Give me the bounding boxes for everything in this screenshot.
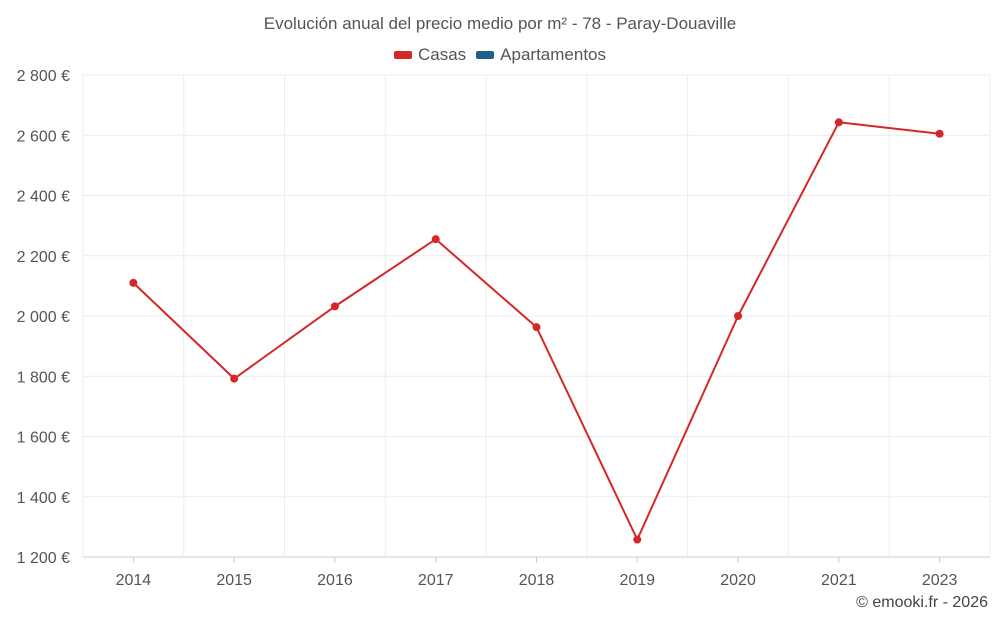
data-point <box>834 118 843 127</box>
data-point <box>734 312 743 320</box>
data-point <box>935 129 944 138</box>
legend: Casas Apartamentos <box>0 45 1000 65</box>
data-point <box>431 235 440 244</box>
x-tick-label: 2018 <box>519 572 555 589</box>
x-tick-label: 2015 <box>216 572 252 589</box>
legend-swatch-casas <box>393 51 412 59</box>
y-tick-label: 2 200 € <box>17 249 70 266</box>
legend-label-apartamentos: Apartamentos <box>500 45 607 64</box>
legend-item-casas[interactable]: Casas <box>393 45 467 65</box>
x-tick-label: 2016 <box>317 572 353 589</box>
legend-label-casas: Casas <box>417 45 467 64</box>
y-tick-label: 1 800 € <box>17 369 70 386</box>
x-tick-label: 2014 <box>116 572 152 589</box>
x-tick-label: 2021 <box>821 572 857 589</box>
legend-swatch-apartamentos <box>476 51 495 59</box>
y-tick-label: 2 800 € <box>17 68 70 85</box>
data-point <box>532 323 541 332</box>
data-point <box>633 535 642 544</box>
y-tick-label: 1 200 € <box>17 550 70 567</box>
series-layer <box>129 118 944 544</box>
data-point <box>330 302 339 311</box>
chart-title: Evolución anual del precio medio por m² … <box>263 14 737 33</box>
x-tick-label: 2020 <box>720 572 756 589</box>
axes: 1 200 € 1 400 € 1 600 € 1 800 € 2 000 € 2 200… <box>17 68 958 589</box>
credit-text: © emooki.fr - 2026 <box>856 594 988 611</box>
x-tick-label: 2017 <box>418 572 454 589</box>
legend-item-apartamentos[interactable]: Apartamentos <box>476 45 606 65</box>
grid <box>82 74 991 558</box>
x-tick-label: 2023 <box>922 572 958 589</box>
data-point <box>230 374 239 383</box>
x-tick-label: 2019 <box>619 572 655 589</box>
y-tick-label: 1 400 € <box>17 490 70 507</box>
y-tick-label: 2 600 € <box>17 128 70 145</box>
y-tick-label: 2 000 € <box>17 309 70 326</box>
y-tick-label: 2 400 € <box>17 189 70 206</box>
data-point <box>129 278 138 287</box>
y-tick-label: 1 600 € <box>17 430 70 447</box>
